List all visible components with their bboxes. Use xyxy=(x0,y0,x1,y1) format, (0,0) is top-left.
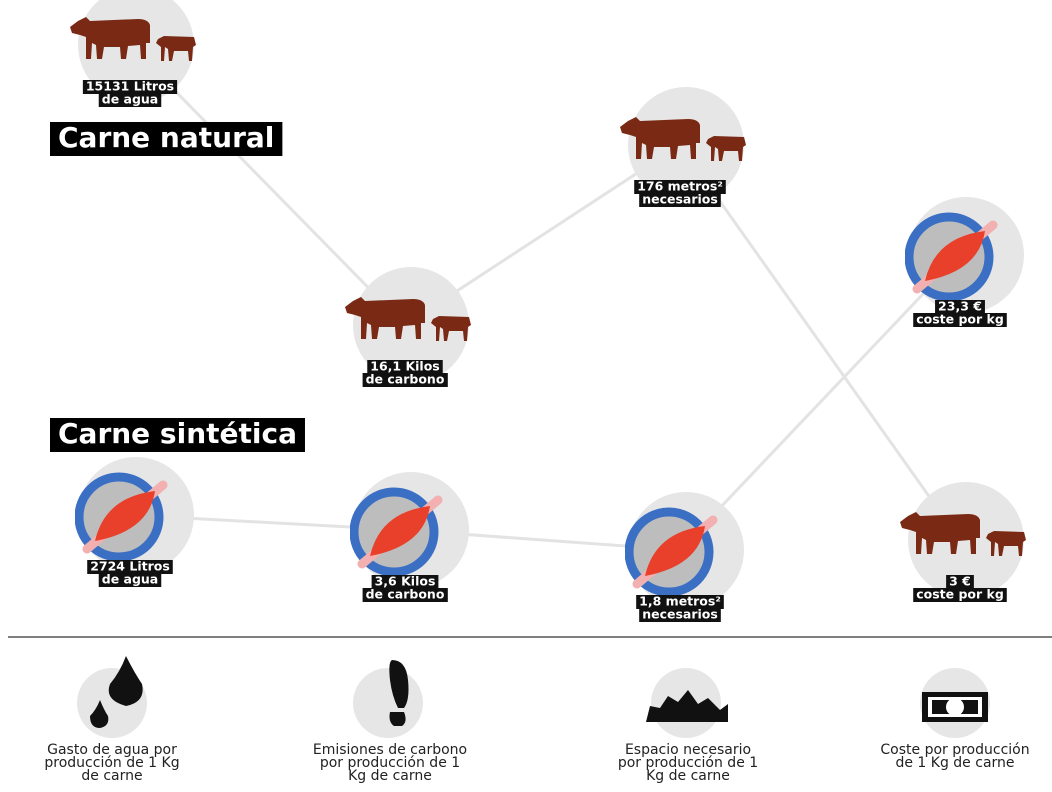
legend-label: Kg de carne xyxy=(646,768,730,784)
node-label: de carbono xyxy=(366,372,445,387)
node-label: de agua xyxy=(102,572,159,587)
meat-icon xyxy=(354,492,438,572)
node-label: necesarios xyxy=(642,192,718,207)
meat-icon xyxy=(909,217,993,297)
link xyxy=(680,145,960,540)
legend-label: Kg de carne xyxy=(348,768,432,784)
section-title: Carne natural xyxy=(50,121,282,156)
legend-icons xyxy=(77,656,990,738)
node-label: coste por kg xyxy=(916,587,1004,602)
node: 3 €coste por kg xyxy=(900,482,1026,602)
node: 23,3 €coste por kg xyxy=(908,197,1024,327)
legend-label: de carne xyxy=(81,768,142,784)
meat-icon xyxy=(629,512,713,592)
node-label: de agua xyxy=(102,92,159,107)
infographic: 15131 Litrosde agua16,1 Kilosde carbono1… xyxy=(0,0,1052,792)
section-title-text: Carne natural xyxy=(58,121,274,154)
meat-icon xyxy=(79,477,163,557)
section-title: Carne sintética xyxy=(50,417,305,452)
node-label: de carbono xyxy=(366,587,445,602)
node-label: coste por kg xyxy=(916,312,1004,327)
legend-label: de 1 Kg de carne xyxy=(895,755,1014,771)
section-title-text: Carne sintética xyxy=(58,417,297,450)
node-label: necesarios xyxy=(642,607,718,622)
